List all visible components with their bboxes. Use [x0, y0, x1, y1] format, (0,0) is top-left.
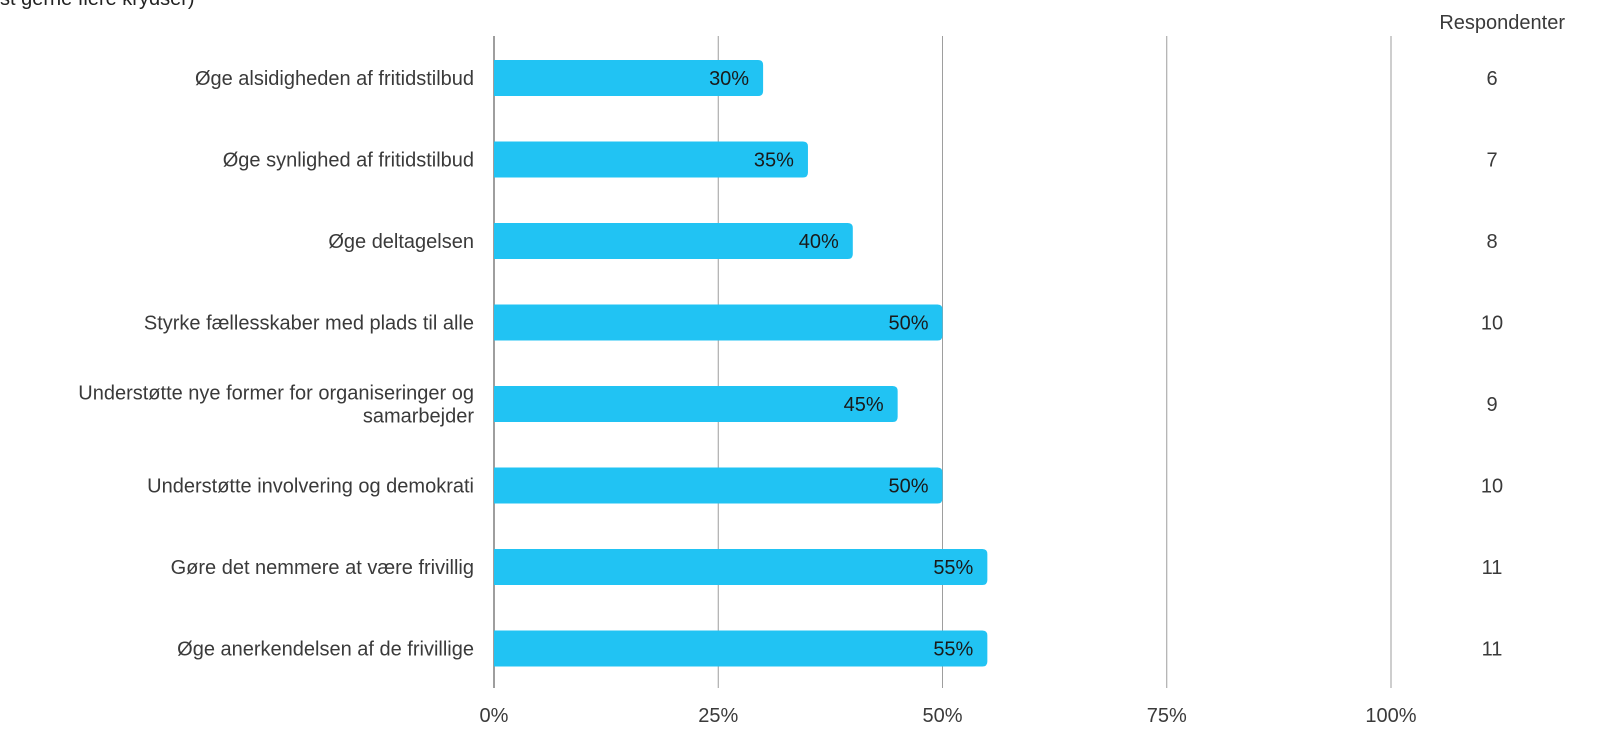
category-label: Øge deltagelsen: [328, 231, 474, 253]
category-label: Øge anerkendelsen af de frivillige: [177, 639, 474, 661]
x-tick-label: 100%: [1365, 705, 1416, 727]
bar: [494, 60, 764, 96]
category-label: Øge alsidigheden af fritidstilbud: [195, 68, 474, 90]
respondents-header: Respondenter: [1439, 12, 1565, 34]
bar-value-label: 50%: [888, 313, 928, 335]
respondent-count: 7: [1486, 150, 1497, 172]
category-label: samarbejder: [363, 406, 475, 428]
x-tick-label: 25%: [698, 705, 738, 727]
bar-value-label: 30%: [709, 68, 749, 90]
category-label: Understøtte nye former for organiseringe…: [78, 383, 474, 405]
respondent-count: 11: [1482, 557, 1503, 579]
x-tick-label: 0%: [480, 705, 509, 727]
category-label: Gøre det nemmere at være frivillig: [171, 557, 474, 579]
category-label: Understøtte involvering og demokrati: [147, 476, 474, 498]
bar-value-label: 55%: [933, 557, 973, 579]
respondent-count: 10: [1481, 313, 1503, 335]
x-tick-label: 50%: [922, 705, 962, 727]
bar-value-label: 35%: [754, 150, 794, 172]
x-tick-label: 75%: [1147, 705, 1187, 727]
bar: [494, 467, 943, 504]
bar-value-label: 45%: [844, 394, 884, 416]
respondent-count: 6: [1486, 68, 1497, 90]
chart-title-fragment: st gerne flere krydser): [0, 0, 195, 11]
category-label: Øge synlighed af fritidstilbud: [223, 150, 474, 172]
bar-value-label: 50%: [888, 476, 928, 498]
respondent-count: 11: [1482, 639, 1503, 661]
bar: [494, 549, 988, 585]
respondent-count: 10: [1481, 476, 1503, 498]
bar: [494, 304, 943, 341]
bar: [494, 141, 808, 178]
respondent-count: 8: [1486, 231, 1497, 253]
bar: [494, 223, 853, 259]
bar-value-label: 40%: [799, 231, 839, 253]
category-label: Styrke fællesskaber med plads til alle: [144, 313, 474, 335]
respondent-count: 9: [1486, 394, 1497, 416]
bar: [494, 386, 898, 422]
bar: [494, 630, 988, 667]
bar-value-label: 55%: [933, 639, 973, 661]
